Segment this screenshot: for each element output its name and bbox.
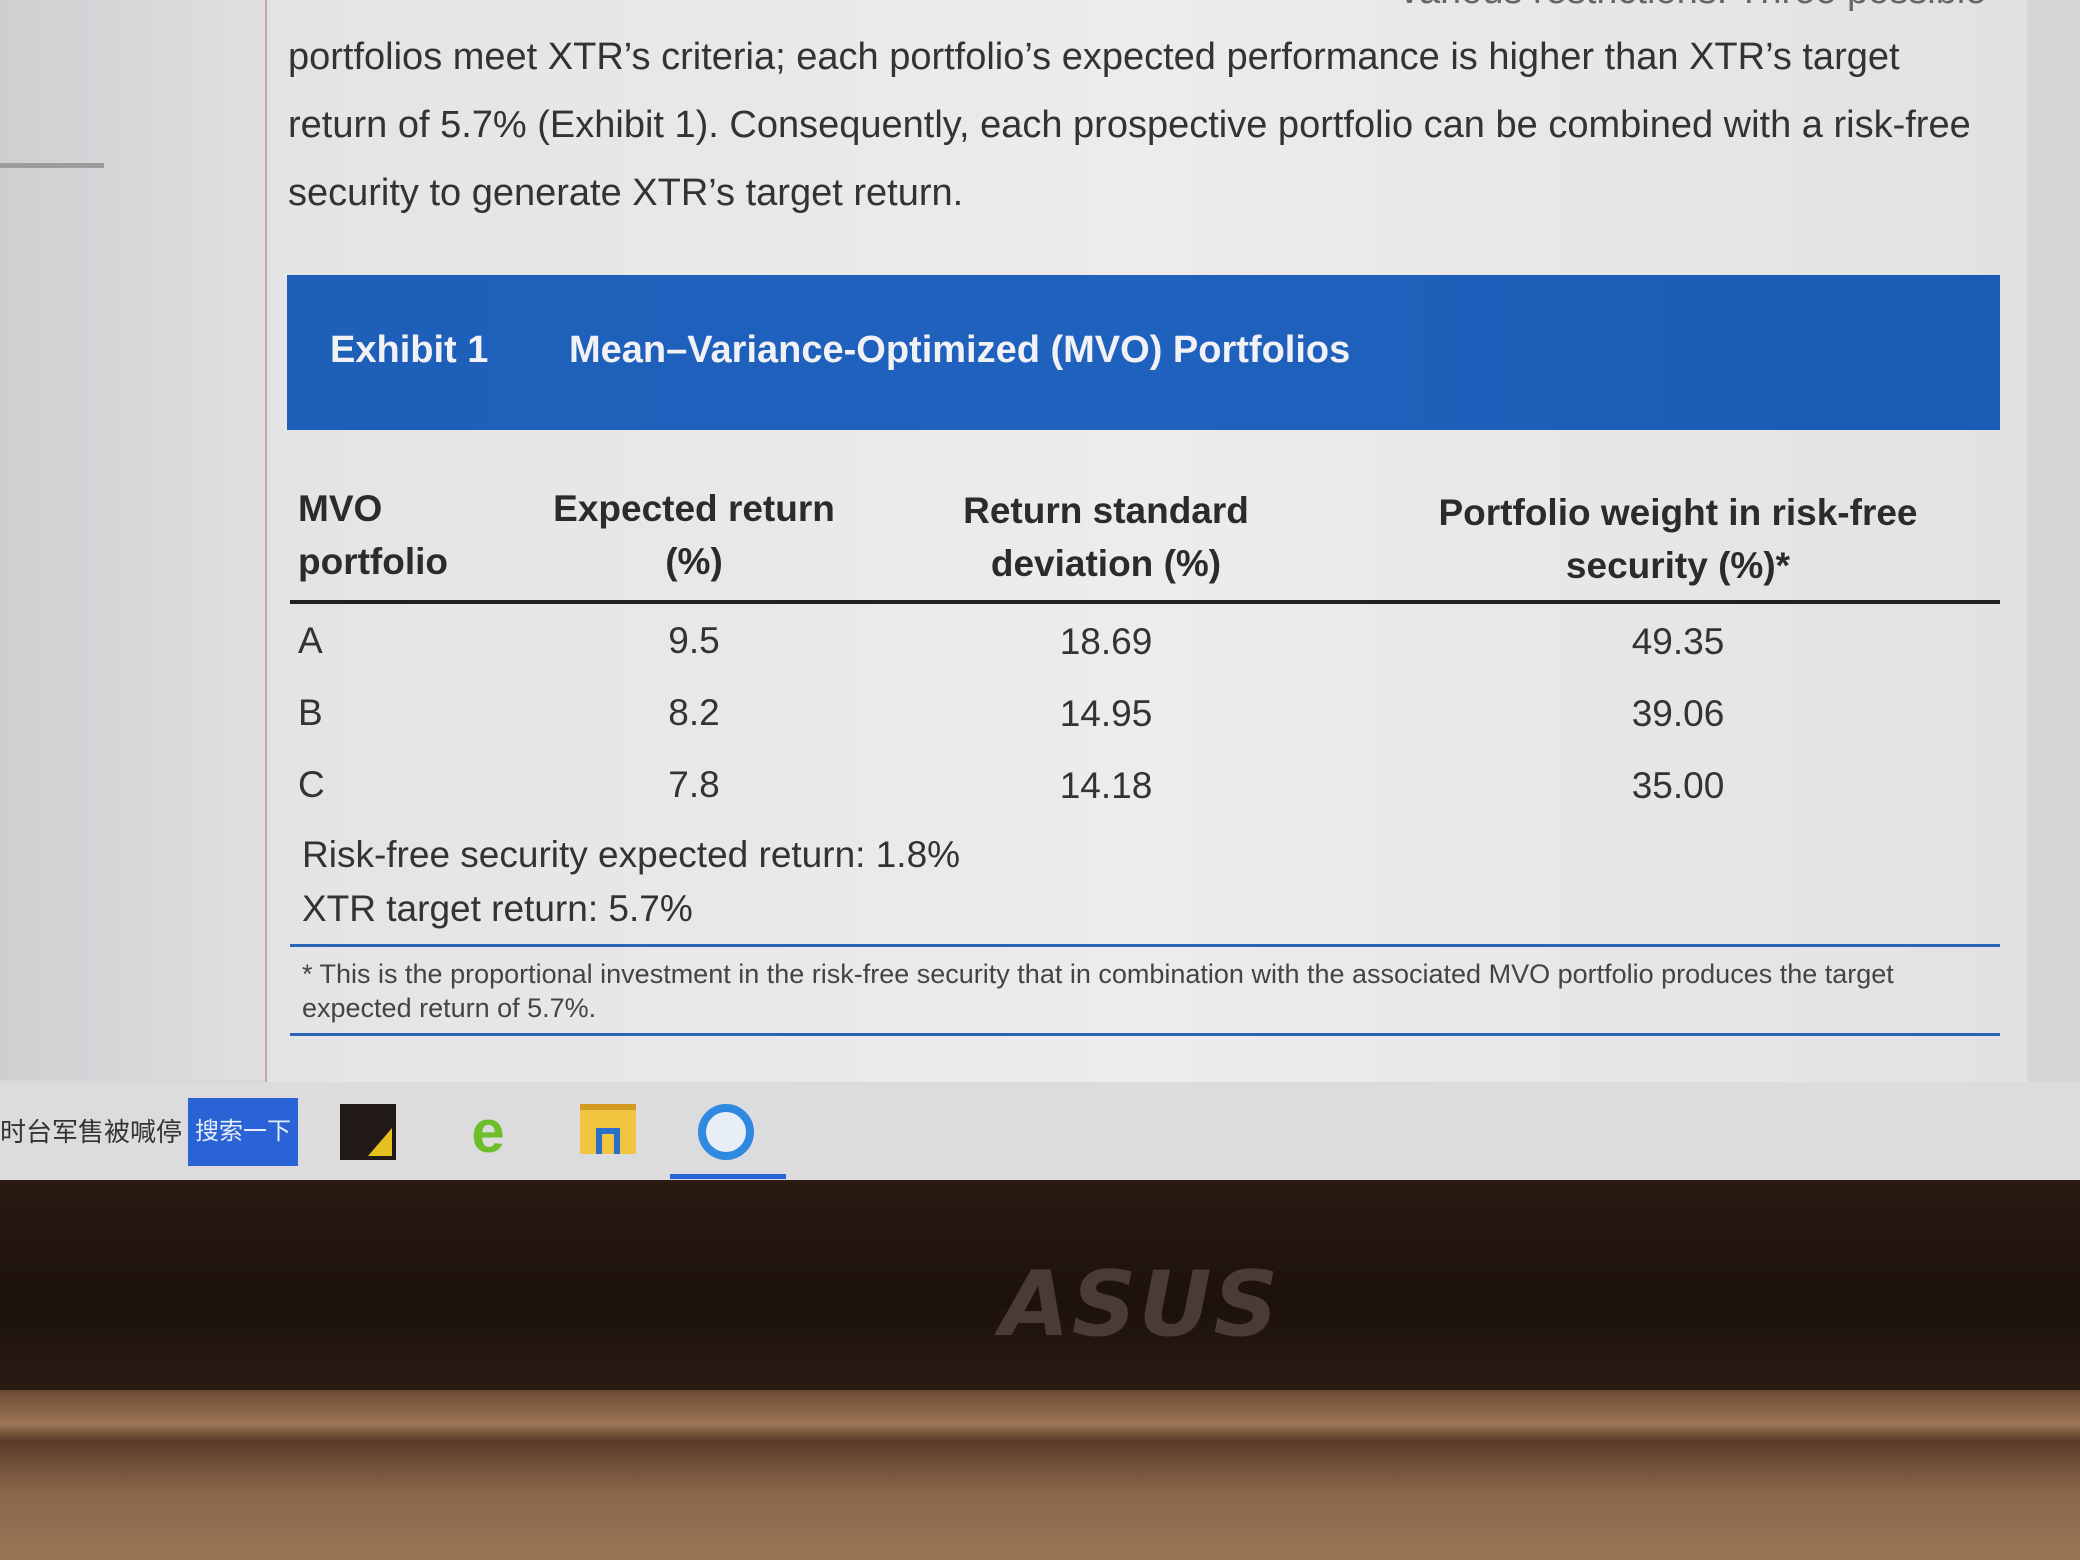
asus-logo: ASUS xyxy=(1000,1252,1281,1357)
paragraph-line: security to generate XTR’s target return… xyxy=(288,172,964,214)
header-risk-free-weight: Portfolio weight in risk-free security (%… xyxy=(1438,492,1918,586)
file-explorer-icon[interactable] xyxy=(580,1104,636,1154)
laptop-bezel: ASUS xyxy=(0,1180,2080,1390)
news-ticker[interactable]: 时台军售被喊停 xyxy=(0,1117,183,1147)
document-page xyxy=(265,0,2029,1082)
laptop-trim xyxy=(0,1390,2080,1560)
paragraph-line: return of 5.7% (Exhibit 1). Consequently… xyxy=(288,104,1971,146)
exhibit-banner: Exhibit 1 Mean–Variance-Optimized (MVO) … xyxy=(287,275,2000,430)
header-expected-return: Expected return (%) xyxy=(553,488,835,582)
browser-icon[interactable] xyxy=(698,1104,754,1160)
right-panel xyxy=(2027,0,2080,1082)
header-mvo-portfolio: MVO portfolio xyxy=(298,488,449,582)
scroll-indicator[interactable] xyxy=(0,163,104,168)
paragraph-line-clipped: various restrictions. Three possible xyxy=(1400,0,1986,13)
footnote: * This is the proportional investment in… xyxy=(302,959,1894,1023)
paragraph-line: portfolios meet XTR’s criteria; each por… xyxy=(288,36,1900,78)
footnote-rule-top xyxy=(290,944,2000,947)
active-app-indicator xyxy=(670,1174,786,1179)
search-button[interactable]: 搜索一下 xyxy=(188,1098,298,1166)
taskbar: 时台军售被喊停 搜索一下 e xyxy=(0,1082,2080,1180)
exhibit-label: Exhibit 1 xyxy=(330,329,489,371)
exhibit-title: Mean–Variance-Optimized (MVO) Portfolios xyxy=(569,329,1351,371)
target-return-note: XTR target return: 5.7% xyxy=(302,888,693,929)
footnote-rule-bottom xyxy=(290,1033,2000,1036)
header-rule xyxy=(290,600,2000,604)
left-panel xyxy=(0,0,265,1080)
risk-free-note: Risk-free security expected return: 1.8% xyxy=(302,834,961,875)
internet-explorer-icon[interactable]: e xyxy=(471,1098,505,1165)
header-std-dev: Return standard deviation (%) xyxy=(963,490,1249,584)
sticky-notes-icon[interactable] xyxy=(340,1104,396,1160)
screen: various restrictions. Three possible por… xyxy=(0,0,2080,1180)
